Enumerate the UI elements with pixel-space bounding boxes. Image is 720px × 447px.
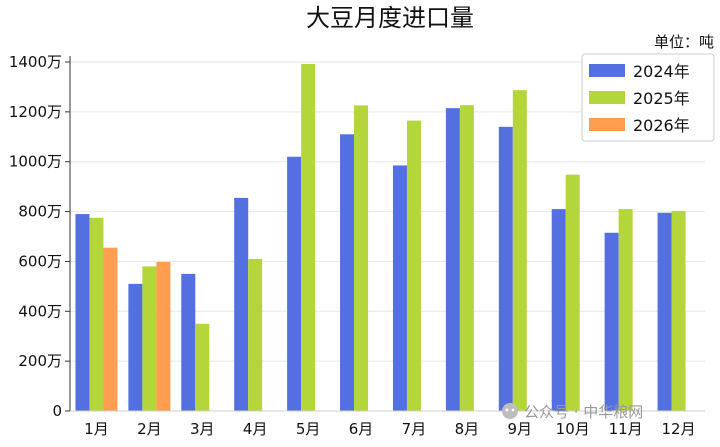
bar-2025年-1月 (89, 217, 104, 411)
bars-layer (75, 63, 686, 412)
legend-label: 2026年 (633, 116, 690, 135)
x-tick-label: 5月 (296, 420, 321, 438)
bar-2026年-1月 (103, 247, 118, 411)
x-tick-label: 1月 (84, 420, 109, 438)
x-tick-label: 8月 (455, 420, 480, 438)
x-tick-label: 11月 (609, 420, 643, 438)
y-tick-label: 600万 (18, 252, 62, 270)
x-tick-label: 2月 (137, 420, 162, 438)
bar-2024年-10月 (551, 209, 566, 411)
bar-2024年-9月 (498, 126, 513, 412)
bar-2025年-7月 (406, 120, 421, 411)
unit-label: 单位：吨 (654, 33, 714, 51)
bar-2024年-12月 (657, 212, 672, 411)
bar-2026年-2月 (156, 261, 171, 411)
y-tick-label: 1000万 (9, 153, 62, 171)
x-tick-label: 6月 (349, 420, 374, 438)
bar-2025年-3月 (195, 323, 210, 411)
legend-swatch (589, 64, 625, 77)
watermark: 公众号 · 中华粮网 (502, 403, 643, 421)
watermark-text: 公众号 · 中华粮网 (524, 403, 643, 421)
bar-2024年-5月 (287, 156, 302, 411)
x-tick-label: 3月 (190, 420, 215, 438)
bar-2025年-8月 (459, 105, 474, 411)
legend-label: 2024年 (633, 62, 690, 81)
bar-2024年-3月 (181, 273, 196, 411)
chart-title: 大豆月度进口量 (306, 4, 474, 32)
bar-2024年-4月 (234, 197, 249, 411)
bar-2025年-11月 (618, 209, 633, 411)
legend-swatch (589, 118, 625, 131)
bar-2025年-10月 (565, 174, 580, 411)
bar-2025年-12月 (671, 210, 686, 411)
y-tick-label: 400万 (18, 302, 62, 320)
legend-label: 2025年 (633, 89, 690, 108)
bar-2025年-2月 (142, 266, 157, 411)
y-tick-label: 200万 (18, 352, 62, 370)
bar-2024年-6月 (340, 134, 355, 412)
bar-2025年-9月 (512, 90, 527, 412)
legend-swatch (589, 91, 625, 104)
wechat-icon-eye (511, 408, 515, 412)
y-tick-label: 0 (52, 402, 62, 420)
x-tick-label: 9月 (508, 420, 533, 438)
bar-2024年-11月 (604, 232, 619, 411)
axis-layer: 0 200万 400万 600万 800万 1000万 1200万 1400万 1月 2月 3月 4月… (9, 53, 705, 438)
bar-2024年-2月 (128, 283, 143, 411)
legend: 2024年 2025年 2026年 (581, 53, 715, 142)
grid-layer (70, 61, 705, 362)
bar-2024年-1月 (75, 214, 90, 411)
y-tick-label: 1400万 (9, 53, 62, 71)
bar-2024年-8月 (445, 108, 460, 411)
x-tick-label: 7月 (402, 420, 427, 438)
y-tick-label: 800万 (18, 203, 62, 221)
wechat-icon-eye (505, 408, 509, 412)
wechat-icon (502, 403, 518, 419)
y-tick-label: 1200万 (9, 103, 62, 121)
bar-2025年-4月 (248, 258, 263, 411)
x-tick-label: 10月 (556, 420, 590, 438)
bar-2024年-7月 (392, 165, 407, 411)
x-tick-label: 4月 (243, 420, 268, 438)
x-tick-label: 12月 (661, 420, 695, 438)
bar-2025年-6月 (354, 105, 369, 411)
bar-2025年-5月 (301, 63, 316, 411)
